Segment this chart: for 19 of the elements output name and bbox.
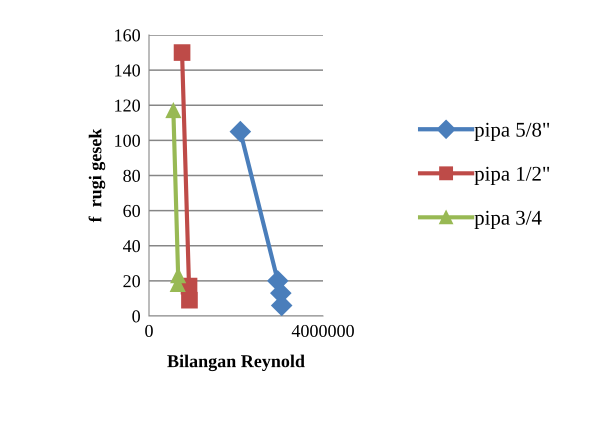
legend-label: pipa 1/2" (474, 166, 550, 186)
y-tick-label: 60 (123, 204, 140, 218)
y-tick-label: 20 (123, 275, 140, 288)
y-tick-label: 140 (115, 64, 140, 77)
legend-label: pipa 3/4 (474, 210, 542, 230)
point (166, 102, 181, 118)
y-tick-label: 120 (115, 100, 140, 112)
y-tick-label: 0 (132, 310, 140, 322)
y-axis-title: f rugi gesek (88, 128, 106, 222)
y-tick-label: 80 (123, 170, 140, 182)
point (181, 292, 198, 309)
x-axis-title: Bilangan Reynold (167, 354, 305, 372)
y-tick-label: 160 (115, 29, 140, 42)
y-tick-label: 100 (115, 134, 140, 147)
x-tick-label: 4000000 (292, 324, 354, 338)
legend-label: pipa 5/8" (474, 122, 550, 141)
point (230, 121, 251, 142)
y-tick-label: 40 (122, 240, 140, 252)
point (174, 44, 190, 61)
